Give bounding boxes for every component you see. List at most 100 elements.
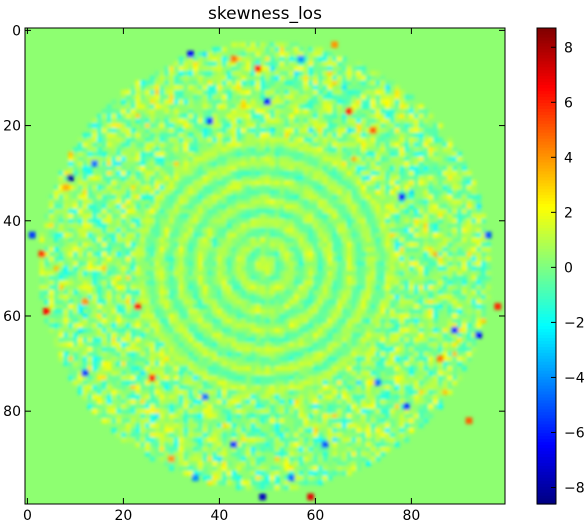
heatmap-cell: [178, 323, 184, 329]
heatmap-cell: [385, 208, 391, 214]
heatmap-cell: [207, 142, 213, 148]
heatmap-cell: [279, 118, 285, 124]
heatmap-cell: [149, 80, 155, 86]
heatmap-cell: [149, 270, 155, 276]
heatmap-cell: [193, 318, 199, 324]
heatmap-cell: [394, 218, 400, 224]
heatmap-cell: [164, 337, 170, 343]
heatmap-cell: [365, 418, 371, 424]
heatmap-cell: [423, 208, 429, 214]
heatmap-cell: [351, 208, 357, 214]
heatmap-cell: [457, 327, 463, 333]
heatmap-cell: [217, 432, 223, 438]
heatmap-cell: [212, 427, 218, 433]
heatmap-cell: [169, 361, 175, 367]
heatmap-cell: [437, 337, 443, 343]
heatmap-cell: [447, 142, 453, 148]
heatmap-cell: [457, 261, 463, 267]
heatmap-cell: [361, 408, 367, 414]
heatmap-cell: [193, 285, 199, 291]
heatmap-cell: [121, 118, 127, 124]
heatmap-cell: [404, 365, 410, 372]
heatmap-cell: [53, 189, 59, 195]
heatmap-cell: [404, 408, 410, 414]
heatmap-cell: [217, 437, 223, 443]
heatmap-cell: [289, 385, 295, 391]
heatmap-cell: [154, 342, 160, 348]
heatmap-cell: [274, 275, 280, 281]
heatmap-cell: [341, 394, 347, 400]
heatmap-cell: [356, 275, 362, 281]
heatmap-cell: [433, 170, 439, 176]
heatmap-cell: [111, 189, 117, 195]
heatmap-cell: [433, 246, 439, 253]
heatmap-cell: [226, 151, 232, 157]
heatmap-cell: [260, 285, 266, 291]
heatmap-cell: [217, 380, 223, 386]
heatmap-cell: [130, 227, 136, 233]
heatmap-cell: [53, 299, 59, 305]
heatmap-cell: [53, 208, 59, 214]
heatmap-cell: [274, 346, 280, 352]
heatmap-cell: [245, 132, 251, 138]
heatmap-cell: [87, 285, 93, 291]
heatmap-cell: [116, 175, 122, 181]
heatmap-cell: [49, 213, 55, 219]
heatmap-cell: [250, 161, 256, 167]
heatmap-cell: [433, 156, 439, 162]
heatmap-cell: [341, 99, 347, 105]
heatmap-cell: [221, 356, 227, 362]
heatmap-cell: [173, 313, 179, 319]
heatmap-cell: [337, 99, 343, 105]
heatmap-cell: [140, 423, 146, 429]
heatmap-cell: [183, 204, 189, 210]
heatmap-cell: [341, 299, 347, 305]
heatmap-cell: [217, 423, 223, 429]
heatmap-cell: [250, 266, 256, 272]
heatmap-cell: [111, 270, 117, 276]
heatmap-cell: [399, 380, 405, 386]
heatmap-cell: [101, 385, 107, 391]
heatmap-cell: [236, 218, 242, 224]
heatmap-cell: [106, 132, 112, 138]
heatmap-cell: [322, 394, 328, 400]
heatmap-cell: [284, 127, 290, 134]
heatmap-cell: [255, 380, 261, 386]
heatmap-cell: [274, 294, 280, 300]
heatmap-cell: [298, 256, 304, 262]
heatmap-cell: [149, 170, 155, 176]
heatmap-cell: [169, 89, 175, 95]
heatmap-cell: [303, 123, 309, 129]
heatmap-cell: [303, 332, 309, 338]
heatmap-cell: [212, 118, 218, 124]
heatmap-cell: [293, 232, 299, 238]
heatmap-cell: [236, 408, 242, 414]
heatmap-cell: [284, 451, 290, 457]
heatmap-cell: [375, 175, 381, 181]
heatmap-cell: [58, 170, 64, 176]
heatmap-cell: [356, 442, 362, 448]
heatmap-cell: [361, 285, 367, 291]
heatmap-cell: [111, 123, 117, 129]
heatmap-cell: [125, 365, 131, 372]
heatmap-cell: [236, 342, 242, 348]
heatmap-cell: [322, 299, 328, 305]
heatmap-cell: [183, 75, 189, 81]
heatmap-cell: [250, 275, 256, 281]
heatmap-cell: [73, 199, 79, 205]
heatmap-cell: [149, 132, 155, 138]
heatmap-cell: [385, 189, 391, 195]
heatmap-cell: [471, 275, 477, 281]
heatmap-cell: [193, 304, 199, 310]
heatmap-cell: [361, 118, 367, 124]
heatmap-cell: [471, 289, 477, 295]
heatmap-cell: [39, 256, 45, 262]
heatmap-cell: [231, 194, 237, 200]
heatmap-cell: [274, 89, 280, 95]
heatmap-cell: [97, 151, 103, 157]
heatmap-cell: [265, 137, 271, 143]
heatmap-cell: [313, 365, 319, 372]
heatmap-cell: [269, 42, 275, 48]
heatmap-cell: [274, 427, 280, 433]
heatmap-cell: [207, 113, 213, 119]
